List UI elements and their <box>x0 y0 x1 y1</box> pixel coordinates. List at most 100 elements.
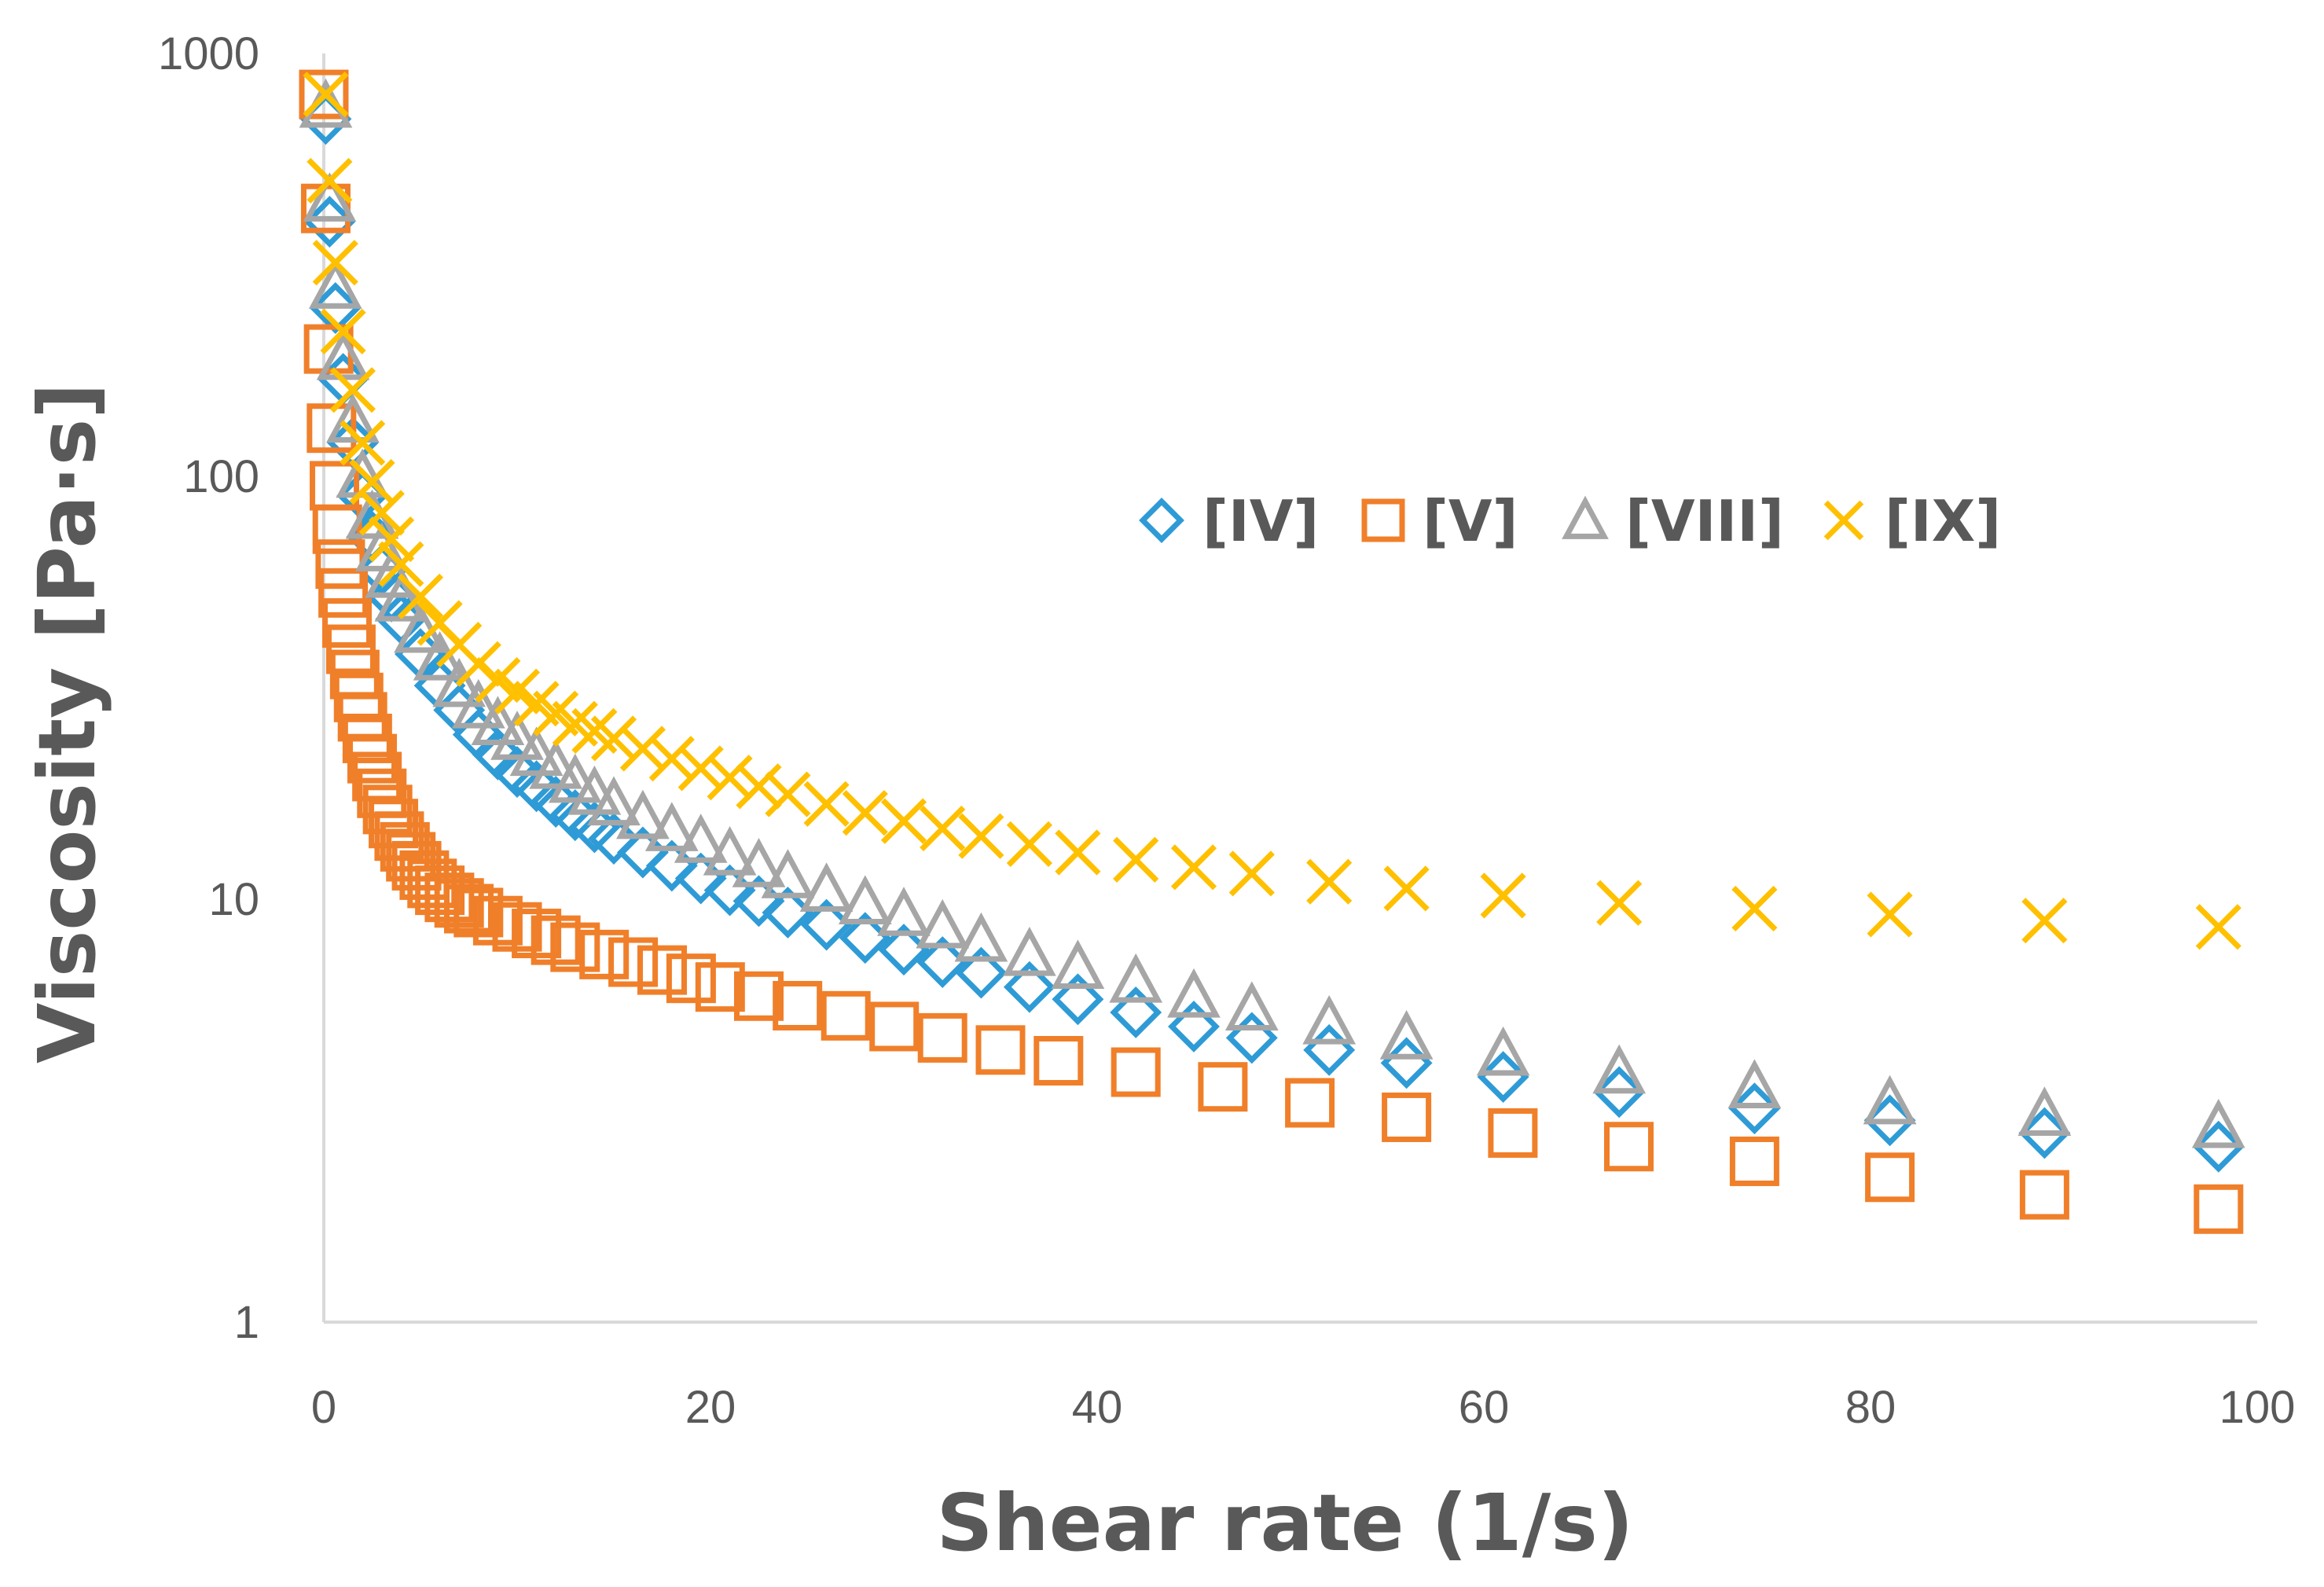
legend-label: [VIII] <box>1625 488 1784 554</box>
data-point-viii <box>838 875 892 925</box>
data-point-ix-stroke <box>648 736 695 782</box>
legend-marker-triangle <box>1562 495 1609 539</box>
legend-marker-square <box>1361 498 1405 542</box>
data-point-ix <box>320 308 366 355</box>
data-point-ix <box>736 763 782 810</box>
data-point-ix <box>1383 865 1430 912</box>
data-point-iv <box>878 924 930 976</box>
data-point-ix <box>803 781 850 827</box>
data-point-viii <box>703 825 757 876</box>
data-point-v <box>322 598 373 648</box>
data-point-ix <box>1006 821 1052 867</box>
data-point-v <box>917 1012 967 1063</box>
data-point-v <box>1488 1108 1538 1158</box>
data-point-ix-stroke <box>590 715 637 762</box>
y-axis-title: Viscosity [Pa·s] <box>21 383 113 1064</box>
data-point-v <box>1034 1035 1084 1086</box>
data-point-ix <box>349 459 395 505</box>
data-point-ix <box>842 790 888 836</box>
data-point-iv <box>1728 1082 1781 1135</box>
data-point-v <box>869 1001 920 1052</box>
series-viii <box>299 78 2245 1148</box>
data-point-ix <box>958 813 1004 859</box>
data-point-v <box>1729 1136 1779 1186</box>
data-point-ix-stroke <box>1170 844 1217 891</box>
data-point-iv <box>762 887 814 939</box>
x-tick-label: 0 <box>311 1382 336 1433</box>
data-point-iv <box>1477 1051 1529 1104</box>
data-point-viii <box>1302 994 1357 1045</box>
data-point-ix-stroke <box>1113 836 1159 883</box>
data-point-ix-stroke <box>1306 858 1353 905</box>
data-point-ix <box>369 516 415 563</box>
data-point-ix-stroke <box>303 72 349 118</box>
data-point-ix <box>1113 836 1159 883</box>
data-point-ix-stroke <box>1055 829 1101 876</box>
data-point-ix <box>312 240 358 286</box>
data-point-ix-stroke <box>707 755 753 801</box>
data-point-ix <box>397 573 444 619</box>
data-point-v <box>666 953 716 1004</box>
data-point-ix <box>920 805 966 852</box>
data-point-ix-stroke <box>552 700 598 747</box>
legend: [IV] [V] [VIII] [IX] <box>1139 488 2001 554</box>
data-point-ix <box>2021 898 2068 944</box>
data-point-ix-stroke <box>619 726 666 772</box>
data-point-ix-stroke <box>1480 872 1526 919</box>
y-tick-label: 10 <box>208 874 259 925</box>
data-point-iv <box>616 826 669 879</box>
data-point-v <box>325 624 376 674</box>
data-point-ix-stroke <box>494 668 541 715</box>
legend-item: [V] <box>1361 488 1518 554</box>
data-point-ix <box>1480 872 1526 919</box>
data-point-v <box>579 929 630 979</box>
data-point-iv <box>2018 1107 2071 1159</box>
x-tick-label: 40 <box>1072 1382 1123 1433</box>
data-point-iv <box>1110 986 1162 1038</box>
data-point-ix-stroke <box>842 790 888 836</box>
data-point-ix <box>880 798 927 844</box>
data-point-ix-stroke <box>677 745 724 792</box>
y-tick-label: 1000 <box>158 28 259 79</box>
data-point-ix-stroke <box>513 681 560 727</box>
data-point-viii <box>308 259 362 309</box>
data-point-ix-stroke <box>1596 880 1643 926</box>
data-point-iv <box>491 746 543 798</box>
data-point-v <box>347 733 397 784</box>
data-point-ix-stroke <box>397 573 444 619</box>
data-point-viii <box>1051 939 1105 989</box>
data-point-v <box>307 403 357 454</box>
legend-marker-x <box>1823 500 1864 541</box>
data-point-ix-stroke <box>736 763 782 810</box>
data-point-v <box>637 945 687 995</box>
data-point-v <box>1382 1092 1432 1142</box>
data-point-viii <box>2017 1086 2072 1136</box>
data-point-v <box>1198 1062 1248 1112</box>
data-point-ix-stroke <box>533 690 579 737</box>
data-point-ix-stroke <box>1731 885 1778 932</box>
data-point-ix-stroke <box>958 813 1004 859</box>
data-point-ix-stroke <box>475 656 521 703</box>
data-point-viii <box>451 678 505 729</box>
data-point-viii <box>674 814 728 863</box>
data-point-v <box>2019 1170 2069 1220</box>
data-point-ix <box>677 745 724 792</box>
data-point-v <box>608 937 659 987</box>
data-marks <box>299 69 2245 1234</box>
data-point-viii <box>548 753 602 803</box>
data-point-ix-stroke <box>312 240 358 286</box>
legend-item: [IX] <box>1823 488 2001 554</box>
x-tick-label: 60 <box>1459 1382 1510 1433</box>
x-axis-title: Shear rate (1/s) <box>937 1477 1634 1569</box>
y-tick-label: 100 <box>183 451 259 502</box>
data-point-ix-stroke <box>880 798 927 844</box>
data-point-viii <box>1109 953 1163 1003</box>
data-point-viii <box>761 849 815 898</box>
data-point-viii <box>916 898 970 949</box>
data-point-ix-stroke <box>920 805 966 852</box>
data-point-viii <box>471 696 525 746</box>
data-point-viii <box>529 739 583 789</box>
data-point-ix-stroke <box>2021 898 2068 944</box>
data-point-iv <box>800 898 853 951</box>
